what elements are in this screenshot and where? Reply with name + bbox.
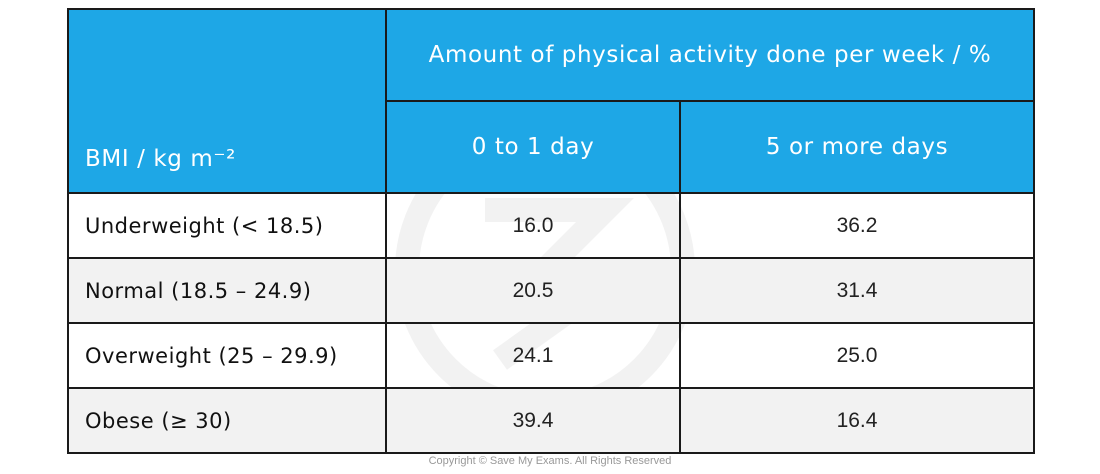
table-row: Normal (18.5 – 24.9) 20.5 31.4 <box>67 257 1035 324</box>
cell-value: 20.5 <box>385 257 681 324</box>
row-label: Overweight (25 – 29.9) <box>67 322 387 389</box>
cell-value: 16.4 <box>679 387 1035 454</box>
cell-value: 39.4 <box>385 387 681 454</box>
table-row: Underweight (< 18.5) 16.0 36.2 <box>67 192 1035 259</box>
column-header-0-to-1-day: 0 to 1 day <box>385 100 681 194</box>
cell-value: 24.1 <box>385 322 681 389</box>
row-label: Normal (18.5 – 24.9) <box>67 257 387 324</box>
cell-value: 16.0 <box>385 192 681 259</box>
cell-value: 36.2 <box>679 192 1035 259</box>
bmi-activity-table: BMI / kg m⁻² Amount of physical activity… <box>67 8 1035 454</box>
row-label: Obese (≥ 30) <box>67 387 387 454</box>
column-group-header: Amount of physical activity done per wee… <box>385 8 1035 102</box>
cell-value: 31.4 <box>679 257 1035 324</box>
copyright-notice: Copyright © Save My Exams. All Rights Re… <box>428 455 672 467</box>
row-label: Underweight (< 18.5) <box>67 192 387 259</box>
table-row: Obese (≥ 30) 39.4 16.4 <box>67 387 1035 454</box>
table-row: Overweight (25 – 29.9) 24.1 25.0 <box>67 322 1035 389</box>
cell-value: 25.0 <box>679 322 1035 389</box>
column-header-5-or-more-days: 5 or more days <box>679 100 1035 194</box>
row-header-bmi: BMI / kg m⁻² <box>67 8 387 194</box>
